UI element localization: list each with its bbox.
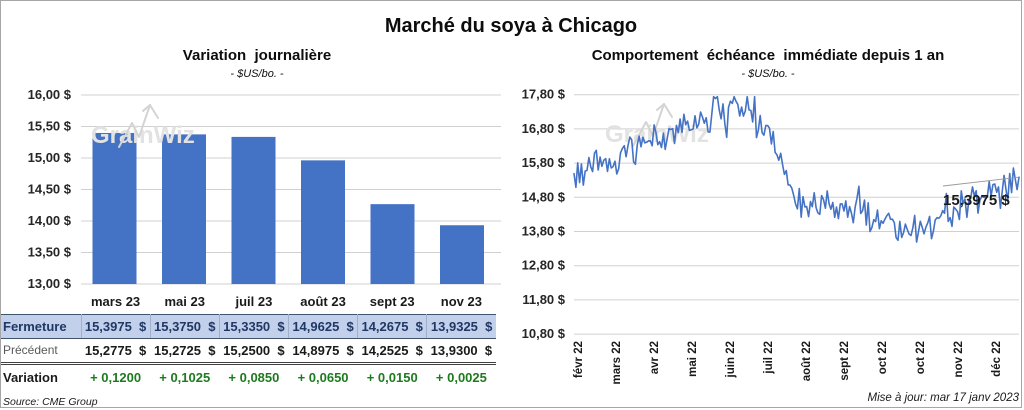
svg-text:17,80 $: 17,80 $ bbox=[522, 87, 566, 102]
svg-text:14,80 $: 14,80 $ bbox=[522, 189, 566, 204]
svg-text:13,50 $: 13,50 $ bbox=[28, 245, 72, 260]
svg-text:15,80 $: 15,80 $ bbox=[522, 155, 566, 170]
svg-text:déc 22: déc 22 bbox=[991, 341, 1003, 377]
svg-text:mai 22: mai 22 bbox=[687, 341, 699, 377]
svg-text:Mise à jour: mar 17 janv 2023: Mise à jour: mar 17 janv 2023 bbox=[868, 392, 1020, 404]
svg-text:oct 22: oct 22 bbox=[915, 341, 927, 374]
svg-text:févr 22: févr 22 bbox=[573, 341, 585, 378]
svg-text:14,50 $: 14,50 $ bbox=[28, 182, 72, 197]
svg-text:sept 22: sept 22 bbox=[839, 341, 851, 381]
svg-text:13,80 $: 13,80 $ bbox=[522, 224, 566, 239]
svg-text:mars 22: mars 22 bbox=[611, 341, 623, 384]
svg-text:16,00 $: 16,00 $ bbox=[28, 87, 72, 102]
svg-text:oct 22: oct 22 bbox=[877, 341, 889, 374]
svg-text:10,80 $: 10,80 $ bbox=[522, 326, 566, 341]
svg-text:15,00 $: 15,00 $ bbox=[28, 150, 72, 165]
svg-text:14,00 $: 14,00 $ bbox=[28, 213, 72, 228]
svg-text:15,3975 $: 15,3975 $ bbox=[943, 192, 1010, 209]
svg-text:juin 22: juin 22 bbox=[725, 341, 737, 378]
svg-text:juil 22: juil 22 bbox=[763, 341, 775, 375]
svg-text:août 22: août 22 bbox=[801, 341, 813, 381]
svg-text:15,50 $: 15,50 $ bbox=[28, 119, 72, 134]
svg-text:nov 22: nov 22 bbox=[953, 341, 965, 377]
svg-text:11,80 $: 11,80 $ bbox=[522, 292, 565, 307]
svg-text:16,80 $: 16,80 $ bbox=[522, 121, 566, 136]
svg-text:avr 22: avr 22 bbox=[649, 341, 661, 374]
svg-text:12,80 $: 12,80 $ bbox=[522, 258, 566, 273]
